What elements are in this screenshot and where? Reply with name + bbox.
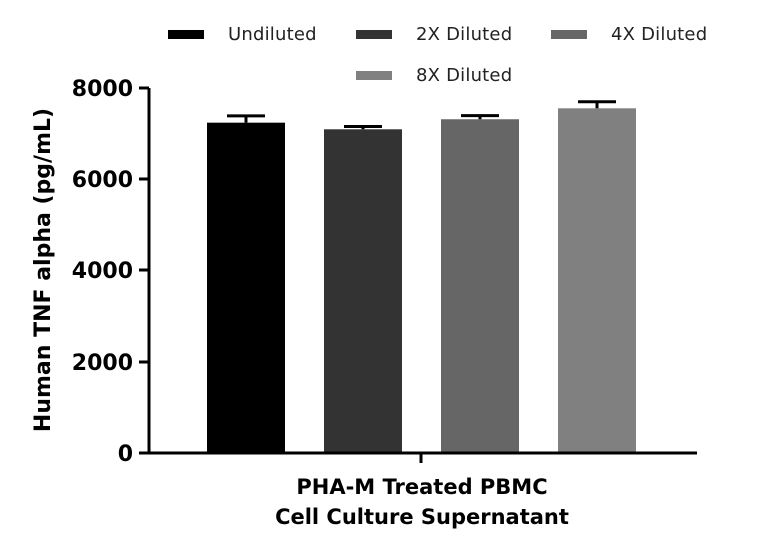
legend-item-4x-diluted: 4X Diluted (551, 24, 707, 45)
y-tick-label: 2000 (72, 351, 133, 376)
y-tick-label: 8000 (72, 77, 133, 102)
legend-swatch-undiluted (168, 30, 204, 39)
legend-item-8x-diluted: 8X Diluted (356, 65, 512, 86)
y-tick-label: 4000 (72, 259, 133, 284)
legend-item-undiluted: Undiluted (168, 24, 317, 45)
x-axis-title-line2: Cell Culture Supernatant (275, 505, 569, 529)
legend-swatch-8x-diluted (356, 71, 392, 80)
x-axis-title-line1: PHA-M Treated PBMC (296, 475, 548, 499)
bar-4x-diluted (441, 119, 519, 454)
bar-8x-diluted (558, 108, 636, 453)
legend-label: 8X Diluted (416, 65, 513, 86)
legend-label: 4X Diluted (611, 24, 708, 45)
bar-2x-diluted (324, 129, 402, 453)
x-axis-title: PHA-M Treated PBMC Cell Culture Supernat… (222, 472, 622, 532)
legend-swatch-4x-diluted (551, 30, 587, 39)
y-tick-label: 0 (118, 442, 133, 467)
y-tick-label: 6000 (72, 168, 133, 193)
x-axis (147, 451, 697, 463)
legend-swatch-2x-diluted (356, 30, 392, 39)
y-axis: 0 2000 4000 6000 8000 (72, 77, 151, 467)
legend-label: 2X Diluted (416, 24, 513, 45)
bar-undiluted (207, 122, 285, 454)
y-axis-title: Human TNF alpha (pg/mL) (31, 108, 56, 432)
legend-item-2x-diluted: 2X Diluted (356, 24, 512, 45)
legend-label: Undiluted (228, 24, 317, 45)
bars-group (207, 100, 636, 454)
